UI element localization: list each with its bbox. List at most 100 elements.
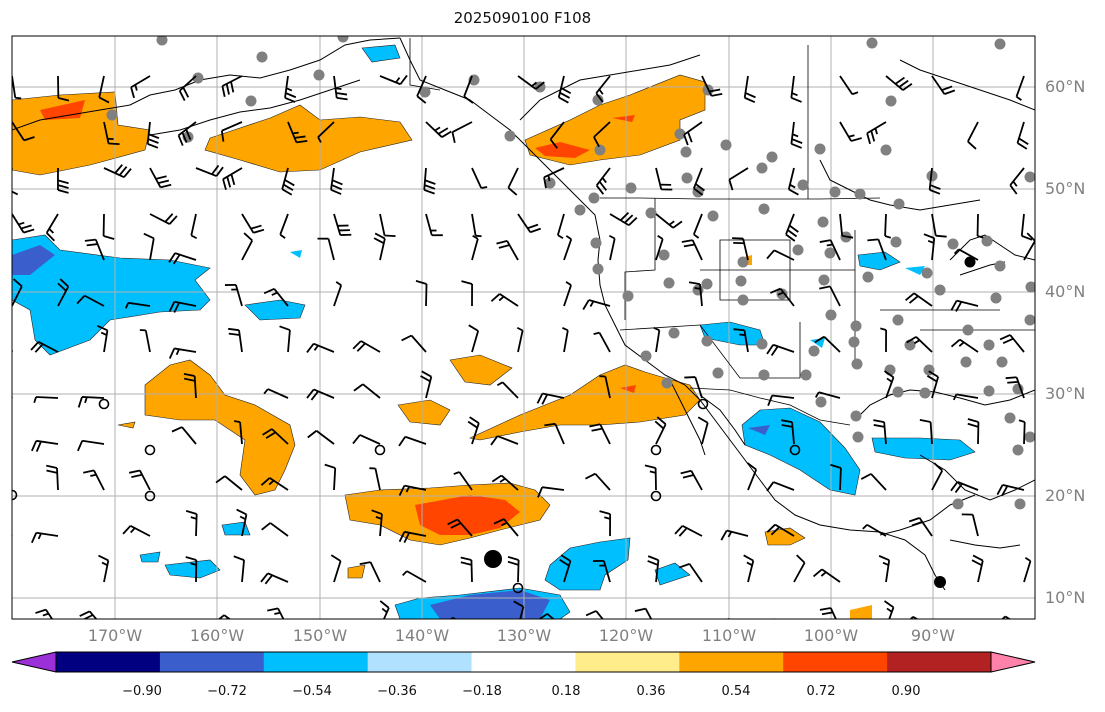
wind-barb xyxy=(839,75,859,96)
wind-barb xyxy=(931,75,956,95)
wind-barb xyxy=(634,607,653,619)
wind-barb xyxy=(493,518,519,537)
wind-barb xyxy=(513,600,525,619)
wind-barb xyxy=(222,167,243,191)
wind-barb xyxy=(149,167,172,189)
wind-barb xyxy=(31,531,59,544)
wind-barb xyxy=(402,570,427,583)
wind-barb xyxy=(353,383,381,399)
wind-barb xyxy=(1018,419,1026,445)
wind-barb xyxy=(812,568,841,583)
wind-barb xyxy=(491,474,519,491)
wind-barb xyxy=(471,234,479,261)
wind-barb xyxy=(976,213,984,239)
wind-barb xyxy=(926,370,940,399)
wind-barb xyxy=(507,167,519,196)
wind-barb xyxy=(507,556,520,583)
wind-barb xyxy=(260,572,289,585)
wind-barb xyxy=(743,75,756,103)
wind-barbs xyxy=(12,74,1035,619)
wind-barb xyxy=(595,75,611,103)
wind-barb xyxy=(746,462,758,491)
wind-barb xyxy=(839,121,862,142)
wind-barb xyxy=(143,232,155,261)
wind-barb xyxy=(425,213,443,237)
wind-barb xyxy=(12,121,35,142)
wind-barb xyxy=(471,213,482,238)
wind-barb xyxy=(908,517,933,537)
lon-label-110w: 110°W xyxy=(701,626,757,645)
wind-barb xyxy=(352,434,381,445)
wind-barb xyxy=(460,556,473,583)
wind-barb xyxy=(693,213,703,239)
wind-barb xyxy=(862,523,887,537)
wind-barb xyxy=(967,121,979,150)
wind-barb xyxy=(30,341,59,353)
wind-barb xyxy=(130,75,151,99)
wind-barb xyxy=(1023,232,1035,261)
wind-barb xyxy=(860,473,887,491)
wind-barb xyxy=(1020,213,1033,241)
lon-label-100w: 100°W xyxy=(803,626,859,645)
wind-barb xyxy=(453,471,473,491)
wind-barb xyxy=(563,235,573,261)
lat-label-40n: 40°N xyxy=(1045,282,1086,301)
wind-barb xyxy=(33,396,59,404)
wind-barb xyxy=(281,167,295,196)
wind-barb xyxy=(971,554,984,583)
wind-barb xyxy=(585,472,611,491)
graticule xyxy=(12,36,1035,619)
map-title: 2025090100 F108 xyxy=(453,9,592,27)
wind-barb xyxy=(379,600,390,619)
wind-barb xyxy=(592,559,611,583)
wind-barb xyxy=(279,213,289,239)
wind-barb xyxy=(728,167,749,191)
wind-barb xyxy=(97,324,109,353)
wind-barb xyxy=(655,213,683,229)
wind-barb xyxy=(996,484,1025,497)
wind-barb xyxy=(333,75,348,101)
colorbar-label: 0.18 xyxy=(551,684,581,699)
wind-barb xyxy=(77,439,105,452)
wind-barb xyxy=(516,326,524,353)
wind-barb xyxy=(766,523,795,537)
wind-barb xyxy=(931,462,944,491)
wind-barb xyxy=(369,467,381,491)
wind-barb xyxy=(653,327,661,353)
colorbar xyxy=(11,651,1036,673)
wind-barb xyxy=(655,235,664,261)
wind-barb xyxy=(233,555,245,583)
wind-barb xyxy=(772,618,777,619)
wind-barb xyxy=(866,121,887,145)
wind-barb xyxy=(447,518,473,537)
lon-label-120w: 120°W xyxy=(598,626,654,645)
wind-barb xyxy=(12,213,35,234)
wind-barb xyxy=(149,213,178,225)
lon-label-130w: 130°W xyxy=(496,626,552,645)
wind-barb xyxy=(139,329,151,353)
colorbar-segment xyxy=(56,652,161,672)
wind-barb xyxy=(537,486,565,498)
wind-barb xyxy=(884,213,892,239)
wind-barb xyxy=(961,513,979,537)
wind-barb xyxy=(317,237,335,261)
wind-barb xyxy=(681,239,703,261)
wind-barb xyxy=(220,121,243,142)
wind-barb xyxy=(563,281,572,307)
lat-label-50n: 50°N xyxy=(1045,179,1086,198)
wind-barb xyxy=(543,167,565,189)
wind-barb xyxy=(701,75,723,97)
wind-barb xyxy=(733,328,749,353)
wind-barb xyxy=(919,418,933,445)
wind-barb xyxy=(287,121,308,144)
wind-barb xyxy=(1005,376,1025,399)
wind-barb xyxy=(880,327,887,353)
wind-barb xyxy=(103,121,120,145)
wind-barb xyxy=(57,75,70,102)
wind-barb xyxy=(262,428,289,445)
wind-barb xyxy=(317,121,335,143)
wind-barb xyxy=(12,581,13,582)
wind-barb xyxy=(168,300,197,313)
wind-barb xyxy=(793,554,806,583)
wind-barb xyxy=(12,534,13,536)
